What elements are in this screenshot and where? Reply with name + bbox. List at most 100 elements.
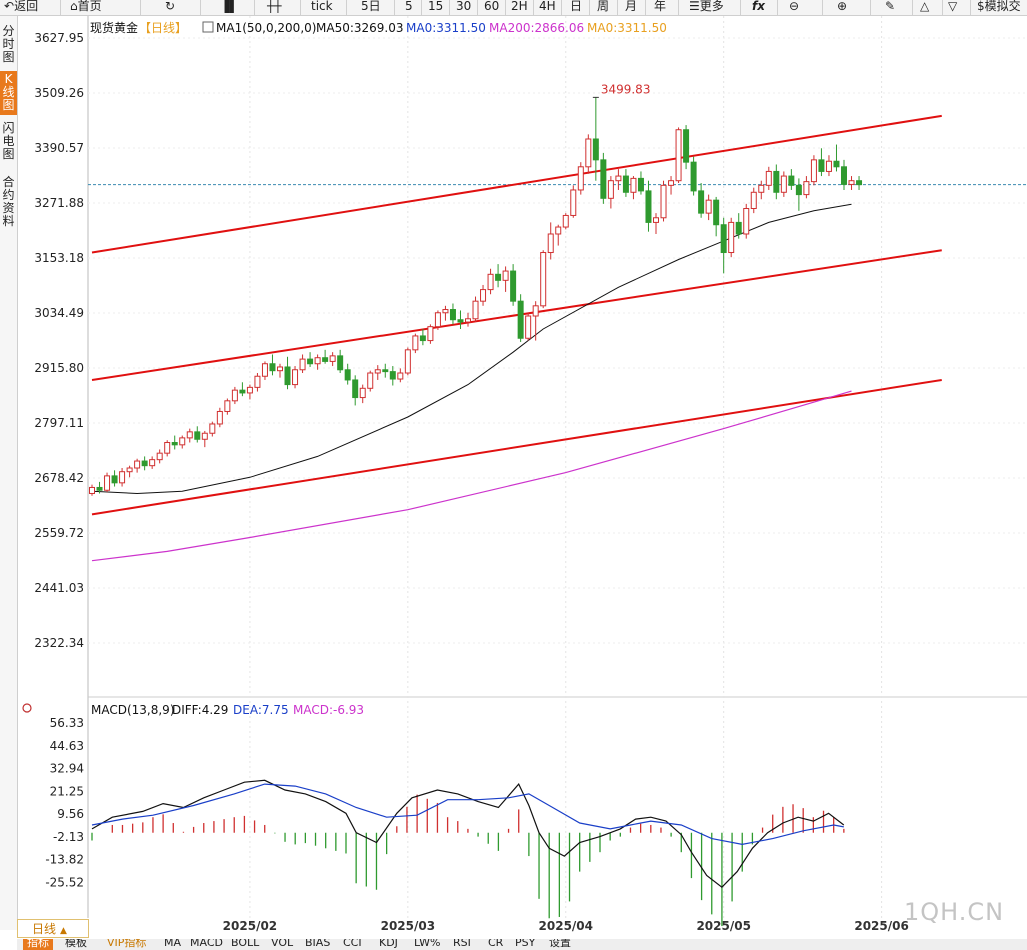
candle[interactable]	[547, 222, 554, 260]
ma-config-icon[interactable]	[202, 21, 214, 33]
tab-kline[interactable]: K线图	[0, 71, 17, 115]
candle[interactable]	[457, 310, 464, 329]
candle[interactable]	[765, 166, 772, 190]
tab-psy[interactable]: PSY	[515, 939, 536, 949]
candle[interactable]	[856, 176, 863, 190]
candle[interactable]	[231, 386, 238, 405]
candle[interactable]	[434, 310, 441, 330]
candle[interactable]	[713, 196, 720, 237]
tab-contract-info[interactable]: 合约资料	[2, 175, 15, 228]
bar-chart-button[interactable]: ▐▌	[220, 0, 238, 15]
period-15m[interactable]: 15	[428, 0, 444, 13]
candle[interactable]	[607, 176, 614, 209]
candle[interactable]	[449, 303, 456, 325]
draw-line-button[interactable]: ✎	[885, 0, 895, 15]
candle[interactable]	[495, 264, 502, 288]
candle[interactable]	[382, 363, 389, 378]
tab-macd[interactable]: MACD	[190, 939, 223, 949]
candle[interactable]	[224, 398, 231, 415]
candle[interactable]	[412, 333, 419, 354]
candle[interactable]	[735, 213, 742, 239]
candle[interactable]	[825, 155, 832, 177]
candle[interactable]	[465, 312, 471, 327]
candle[interactable]	[389, 366, 396, 386]
candle[interactable]	[322, 349, 329, 364]
tab-flash-chart[interactable]: 闪电图	[2, 121, 15, 161]
candle[interactable]	[645, 180, 652, 232]
candle[interactable]	[841, 159, 847, 190]
candle[interactable]	[111, 470, 118, 487]
tab-rsi[interactable]: RSI	[453, 939, 471, 949]
candle[interactable]	[201, 430, 208, 448]
candle[interactable]	[344, 363, 351, 385]
period-tick[interactable]: tick	[311, 0, 333, 13]
candle[interactable]	[96, 481, 103, 494]
candle[interactable]	[164, 440, 171, 457]
period-selector[interactable]: 日线 ▲	[17, 919, 89, 938]
candle[interactable]	[314, 354, 321, 370]
tab-cr[interactable]: CR	[488, 939, 504, 949]
tab-boll[interactable]: BOLL	[231, 939, 260, 949]
candle[interactable]	[427, 324, 434, 344]
candle[interactable]	[653, 213, 659, 234]
candle[interactable]	[788, 169, 795, 190]
candle[interactable]	[134, 458, 141, 473]
candle[interactable]	[525, 312, 532, 341]
candle[interactable]	[510, 264, 517, 306]
period-year[interactable]: 年	[654, 0, 667, 13]
candle[interactable]	[194, 426, 201, 443]
candle[interactable]	[690, 156, 697, 196]
candle[interactable]	[284, 356, 291, 390]
candle[interactable]	[540, 250, 547, 309]
tab-indicator[interactable]: 指标	[23, 939, 53, 950]
candle[interactable]	[532, 301, 539, 341]
tab-ma[interactable]: MA	[164, 939, 182, 949]
candle[interactable]	[698, 183, 705, 218]
down-triangle-button[interactable]: ▽	[948, 0, 957, 15]
zoom-in-button[interactable]: ⊕	[837, 0, 847, 15]
candle[interactable]	[119, 467, 126, 487]
home-button[interactable]: ⌂首页	[70, 0, 102, 13]
candle[interactable]	[126, 465, 133, 478]
candle[interactable]	[179, 435, 186, 449]
candle[interactable]	[149, 456, 156, 469]
candle[interactable]	[337, 349, 344, 374]
simulate-trade-button[interactable]: $模拟交	[977, 0, 1021, 13]
candle[interactable]	[637, 171, 644, 195]
candle[interactable]	[171, 435, 178, 450]
candle[interactable]	[780, 171, 787, 197]
period-5d[interactable]: 5日	[361, 0, 381, 13]
candle[interactable]	[675, 127, 682, 184]
tab-kdj[interactable]: KDJ	[379, 939, 398, 949]
candle[interactable]	[216, 407, 223, 428]
candle[interactable]	[269, 354, 276, 376]
candle-chart-button[interactable]: ┼┼	[267, 0, 281, 15]
candle[interactable]	[472, 296, 479, 323]
candle[interactable]	[156, 449, 163, 464]
candle[interactable]	[600, 152, 607, 204]
candle[interactable]	[104, 472, 111, 493]
back-button[interactable]: ↶返回	[4, 0, 39, 13]
candle[interactable]	[419, 328, 426, 346]
tab-vip-indicator[interactable]: VIP指标	[107, 939, 147, 949]
candle[interactable]	[397, 368, 404, 383]
candle[interactable]	[239, 382, 246, 397]
candle[interactable]	[720, 217, 727, 274]
candle[interactable]	[141, 456, 148, 471]
period-day[interactable]: 日	[570, 0, 583, 13]
refresh-button[interactable]: ↻	[165, 0, 175, 15]
candle[interactable]	[517, 294, 524, 342]
candle[interactable]	[683, 125, 690, 170]
candle[interactable]	[292, 366, 299, 389]
candle[interactable]	[592, 97, 599, 181]
candle[interactable]	[299, 354, 306, 374]
candle[interactable]	[246, 384, 253, 400]
tab-cci[interactable]: CCI	[343, 939, 362, 949]
candle[interactable]	[261, 361, 268, 380]
candle[interactable]	[705, 194, 712, 221]
candle[interactable]	[833, 144, 840, 172]
period-4h[interactable]: 4H	[539, 0, 556, 13]
candle[interactable]	[615, 169, 622, 190]
candle[interactable]	[359, 384, 366, 404]
candle[interactable]	[89, 484, 95, 496]
